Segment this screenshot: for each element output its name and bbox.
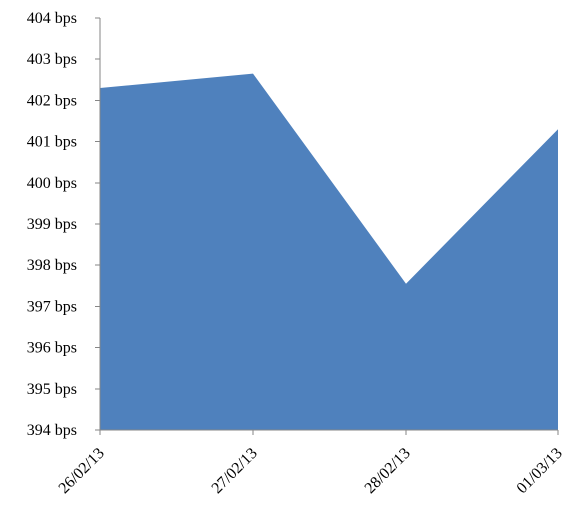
- y-tick-label: 398 bps: [27, 257, 77, 274]
- series-area: [100, 73, 558, 431]
- x-tick-label: 26/02/13: [56, 445, 108, 497]
- y-tick-label: 402 bps: [27, 92, 77, 109]
- y-tick-label: 400 bps: [27, 175, 77, 192]
- x-tick-label: 28/02/13: [362, 445, 414, 497]
- x-tick-label: 01/03/13: [514, 445, 564, 497]
- y-tick-label: 395 bps: [27, 381, 77, 398]
- y-tick-label: 397 bps: [27, 298, 77, 315]
- y-tick-label: 394 bps: [27, 422, 77, 439]
- y-tick-label: 399 bps: [27, 216, 77, 233]
- y-axis-ticks: 394 bps 395 bps 396 bps 397 bps 398 bps 399 b…: [27, 10, 100, 439]
- y-tick-label: 403 bps: [27, 51, 77, 68]
- x-axis-ticks: 26/02/13 27/02/13 28/02/13 01/03/13: [56, 430, 564, 497]
- y-tick-label: 401 bps: [27, 134, 77, 151]
- x-tick-label: 27/02/13: [209, 445, 261, 497]
- y-tick-label: 396 bps: [27, 340, 77, 357]
- y-tick-label: 404 bps: [27, 10, 77, 27]
- plot-area: [100, 73, 558, 431]
